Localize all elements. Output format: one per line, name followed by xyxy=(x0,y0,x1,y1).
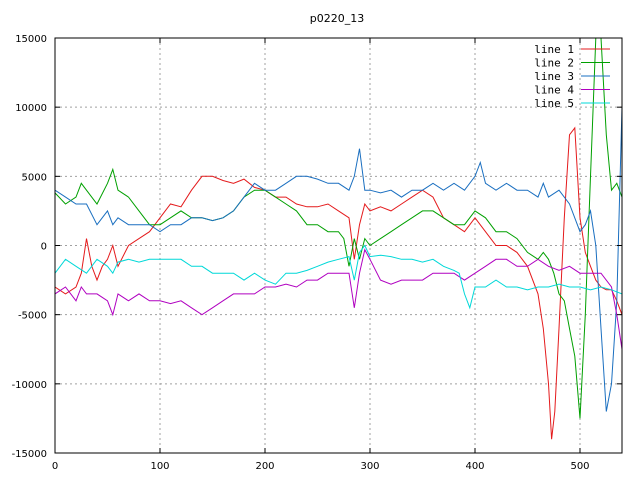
legend-label-2: line 2 xyxy=(534,57,574,70)
legend-label-4: line 4 xyxy=(534,84,574,97)
y-tick-label: 10000 xyxy=(15,103,47,114)
y-tick-label: 15000 xyxy=(15,34,47,45)
y-tick-label: -5000 xyxy=(18,311,47,322)
x-tick-label: 300 xyxy=(360,461,379,472)
series-line-1 xyxy=(55,126,622,440)
grid-lines xyxy=(55,38,622,453)
series-line-4 xyxy=(55,248,622,350)
x-tick-label: 400 xyxy=(465,461,484,472)
y-tick-label: 5000 xyxy=(22,172,47,183)
x-tick-label: 500 xyxy=(570,461,589,472)
chart-title: p0220_13 xyxy=(310,12,364,25)
x-tick-label: 0 xyxy=(52,461,58,472)
axes: 0 100 200 300 400 500 -15000 -10000 -5000 0 5000 10… xyxy=(12,34,622,472)
series-layer xyxy=(55,38,622,440)
legend-label-5: line 5 xyxy=(534,97,574,110)
x-tick-label: 100 xyxy=(150,461,169,472)
y-tick-label: -10000 xyxy=(12,380,47,391)
legend-label-1: line 1 xyxy=(534,43,574,56)
series-line-5 xyxy=(55,244,622,310)
y-tick-label: 0 xyxy=(41,242,47,253)
series-line-3 xyxy=(55,107,622,412)
x-tick-label: 200 xyxy=(255,461,274,472)
y-tick-label: -15000 xyxy=(12,449,47,460)
legend-label-3: line 3 xyxy=(534,70,574,83)
